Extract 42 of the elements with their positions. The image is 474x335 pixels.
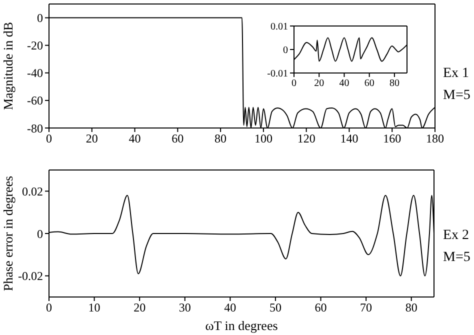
- y-tick-label: -0.02: [18, 269, 43, 284]
- x-tick-label: 20: [86, 132, 98, 146]
- x-tick-label: 140: [340, 132, 358, 146]
- x-tick-label: 0: [292, 78, 296, 90]
- x-tick-label: 20: [134, 300, 146, 315]
- x-tick-label: 60: [314, 300, 327, 315]
- x-tick-label: 80: [214, 132, 227, 146]
- x-tick-label: 40: [128, 132, 141, 146]
- x-axis-title: ωT in degrees: [205, 318, 278, 333]
- x-tick-label: 50: [269, 300, 282, 315]
- y-tick-label: 0: [37, 226, 43, 241]
- y-tick-label: 0.01: [270, 22, 288, 33]
- x-tick-label: 100: [254, 132, 272, 146]
- y-tick-label: -40: [27, 66, 43, 80]
- x-tick-label: 180: [426, 132, 444, 146]
- x-tick-label: 80: [405, 300, 418, 315]
- text: M=5: [443, 250, 470, 266]
- y-tick-label: -20: [27, 38, 43, 53]
- y-tick-label: 0.02: [22, 184, 43, 198]
- x-tick-label: 20: [314, 78, 324, 90]
- x-tick-label: 0: [46, 300, 52, 315]
- y-axis-title: Magnitude in dB: [0, 22, 16, 110]
- x-tick-label: 40: [339, 78, 350, 90]
- x-tick-label: 60: [172, 132, 184, 146]
- x-tick-label: 70: [360, 300, 372, 315]
- text: Ex 2: [443, 228, 470, 244]
- x-tick-label: 30: [178, 300, 191, 315]
- x-tick-label: 80: [389, 78, 400, 90]
- x-tick-label: 0: [46, 132, 52, 146]
- x-tick-label: 160: [383, 132, 402, 146]
- y-tick-label: 0: [283, 45, 288, 56]
- x-tick-label: 60: [364, 78, 374, 90]
- x-tick-label: 40: [224, 300, 236, 315]
- y-tick-label: -60: [27, 94, 43, 108]
- x-tick-label: 10: [88, 300, 100, 315]
- y-tick-label: -0.01: [267, 68, 288, 80]
- text: M=5: [443, 88, 470, 104]
- x-tick-label: 120: [297, 132, 316, 146]
- y-axis-title: Phase error in degrees: [0, 176, 16, 292]
- y-tick-label: 0: [37, 11, 43, 26]
- text: Ex 1: [443, 66, 470, 82]
- y-tick-label: -80: [27, 121, 43, 136]
